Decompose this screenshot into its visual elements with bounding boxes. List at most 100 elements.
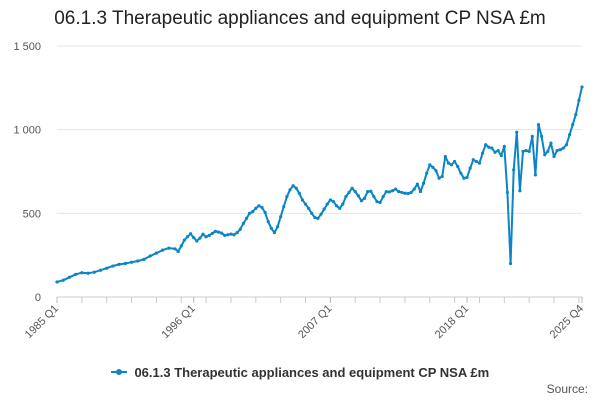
data-point bbox=[359, 199, 364, 203]
data-point bbox=[574, 113, 578, 117]
data-point bbox=[484, 143, 488, 147]
data-point bbox=[353, 189, 357, 194]
data-point bbox=[406, 191, 410, 196]
data-point bbox=[446, 161, 451, 165]
data-point bbox=[487, 145, 491, 149]
data-point bbox=[577, 98, 581, 102]
data-point bbox=[80, 271, 84, 275]
data-point bbox=[105, 266, 109, 270]
data-point bbox=[480, 151, 485, 155]
data-point bbox=[74, 272, 78, 277]
data-point bbox=[499, 154, 503, 158]
data-point bbox=[530, 134, 534, 138]
data-point bbox=[527, 149, 531, 154]
data-point bbox=[238, 227, 242, 231]
data-point bbox=[198, 236, 202, 240]
y-tick-label: 500 bbox=[23, 208, 41, 220]
data-point bbox=[415, 182, 419, 186]
data-point bbox=[375, 200, 379, 204]
data-point bbox=[356, 194, 360, 198]
data-point bbox=[263, 210, 267, 215]
data-point bbox=[449, 163, 454, 167]
data-point bbox=[182, 238, 186, 242]
x-tick-label: 1996 Q1 bbox=[159, 303, 197, 341]
data-point bbox=[98, 268, 103, 272]
y-tick-label: 0 bbox=[35, 292, 41, 304]
data-point bbox=[521, 149, 525, 154]
data-point bbox=[129, 260, 134, 264]
data-point bbox=[536, 123, 541, 127]
data-point bbox=[518, 189, 522, 193]
data-point bbox=[154, 251, 159, 255]
data-point bbox=[369, 189, 373, 193]
data-point bbox=[462, 176, 466, 180]
data-point bbox=[328, 198, 332, 202]
data-point bbox=[229, 232, 233, 236]
data-point bbox=[477, 161, 482, 165]
data-point bbox=[524, 148, 528, 153]
data-point bbox=[201, 232, 205, 236]
x-axis: 1985 Q1 1996 Q1 2007 Q1 2018 Q1 2025 Q4 bbox=[23, 297, 586, 341]
y-tick-label: 1 500 bbox=[13, 41, 41, 53]
data-point bbox=[92, 270, 96, 274]
y-axis: 0 500 1 000 1 500 bbox=[13, 41, 41, 304]
data-point bbox=[437, 176, 441, 180]
data-point bbox=[409, 190, 413, 195]
x-tick-label: 2018 Q1 bbox=[433, 303, 471, 341]
data-point bbox=[86, 271, 90, 275]
data-point bbox=[493, 150, 497, 154]
data-point bbox=[319, 212, 323, 216]
data-point bbox=[561, 146, 565, 150]
legend[interactable]: 06.1.3 Therapeutic appliances and equipm… bbox=[0, 365, 600, 380]
data-point bbox=[307, 206, 311, 210]
data-point bbox=[390, 189, 395, 193]
data-point bbox=[294, 186, 298, 190]
data-point bbox=[161, 248, 165, 252]
data-point bbox=[555, 148, 559, 153]
data-point bbox=[297, 191, 301, 195]
data-point bbox=[350, 186, 354, 190]
data-point bbox=[564, 143, 569, 147]
data-point bbox=[291, 184, 295, 188]
data-point bbox=[490, 146, 494, 150]
legend-swatch-icon bbox=[110, 366, 127, 378]
data-point bbox=[67, 275, 72, 279]
data-point bbox=[338, 206, 342, 210]
data-point bbox=[533, 173, 538, 177]
data-point bbox=[381, 195, 385, 199]
data-point bbox=[310, 211, 314, 215]
data-point bbox=[192, 235, 196, 240]
data-point bbox=[251, 210, 255, 214]
data-point bbox=[434, 169, 438, 173]
series-group bbox=[55, 85, 584, 284]
chart-title: 06.1.3 Therapeutic appliances and equipm… bbox=[54, 8, 546, 29]
x-tick-label: 2007 Q1 bbox=[296, 303, 334, 341]
data-point bbox=[505, 190, 510, 195]
data-point bbox=[117, 262, 121, 266]
data-point bbox=[185, 235, 190, 239]
data-point bbox=[61, 278, 65, 282]
series-line bbox=[56, 86, 583, 283]
data-point bbox=[571, 123, 575, 127]
data-point bbox=[195, 239, 199, 243]
data-point bbox=[254, 206, 258, 210]
data-point bbox=[440, 174, 444, 179]
data-point bbox=[400, 190, 404, 195]
data-point bbox=[443, 154, 447, 159]
data-point bbox=[394, 187, 398, 191]
data-point bbox=[459, 171, 463, 175]
data-point bbox=[453, 159, 457, 164]
data-point bbox=[543, 153, 547, 157]
data-point bbox=[111, 264, 115, 268]
data-point bbox=[123, 261, 127, 266]
data-point bbox=[496, 148, 500, 153]
data-point bbox=[540, 134, 544, 138]
data-point bbox=[179, 244, 183, 248]
data-point bbox=[213, 229, 218, 234]
data-point bbox=[285, 195, 289, 199]
data-point bbox=[471, 158, 475, 162]
data-point bbox=[210, 231, 214, 236]
data-point bbox=[282, 205, 286, 209]
data-point bbox=[248, 211, 252, 215]
data-point bbox=[372, 195, 376, 199]
